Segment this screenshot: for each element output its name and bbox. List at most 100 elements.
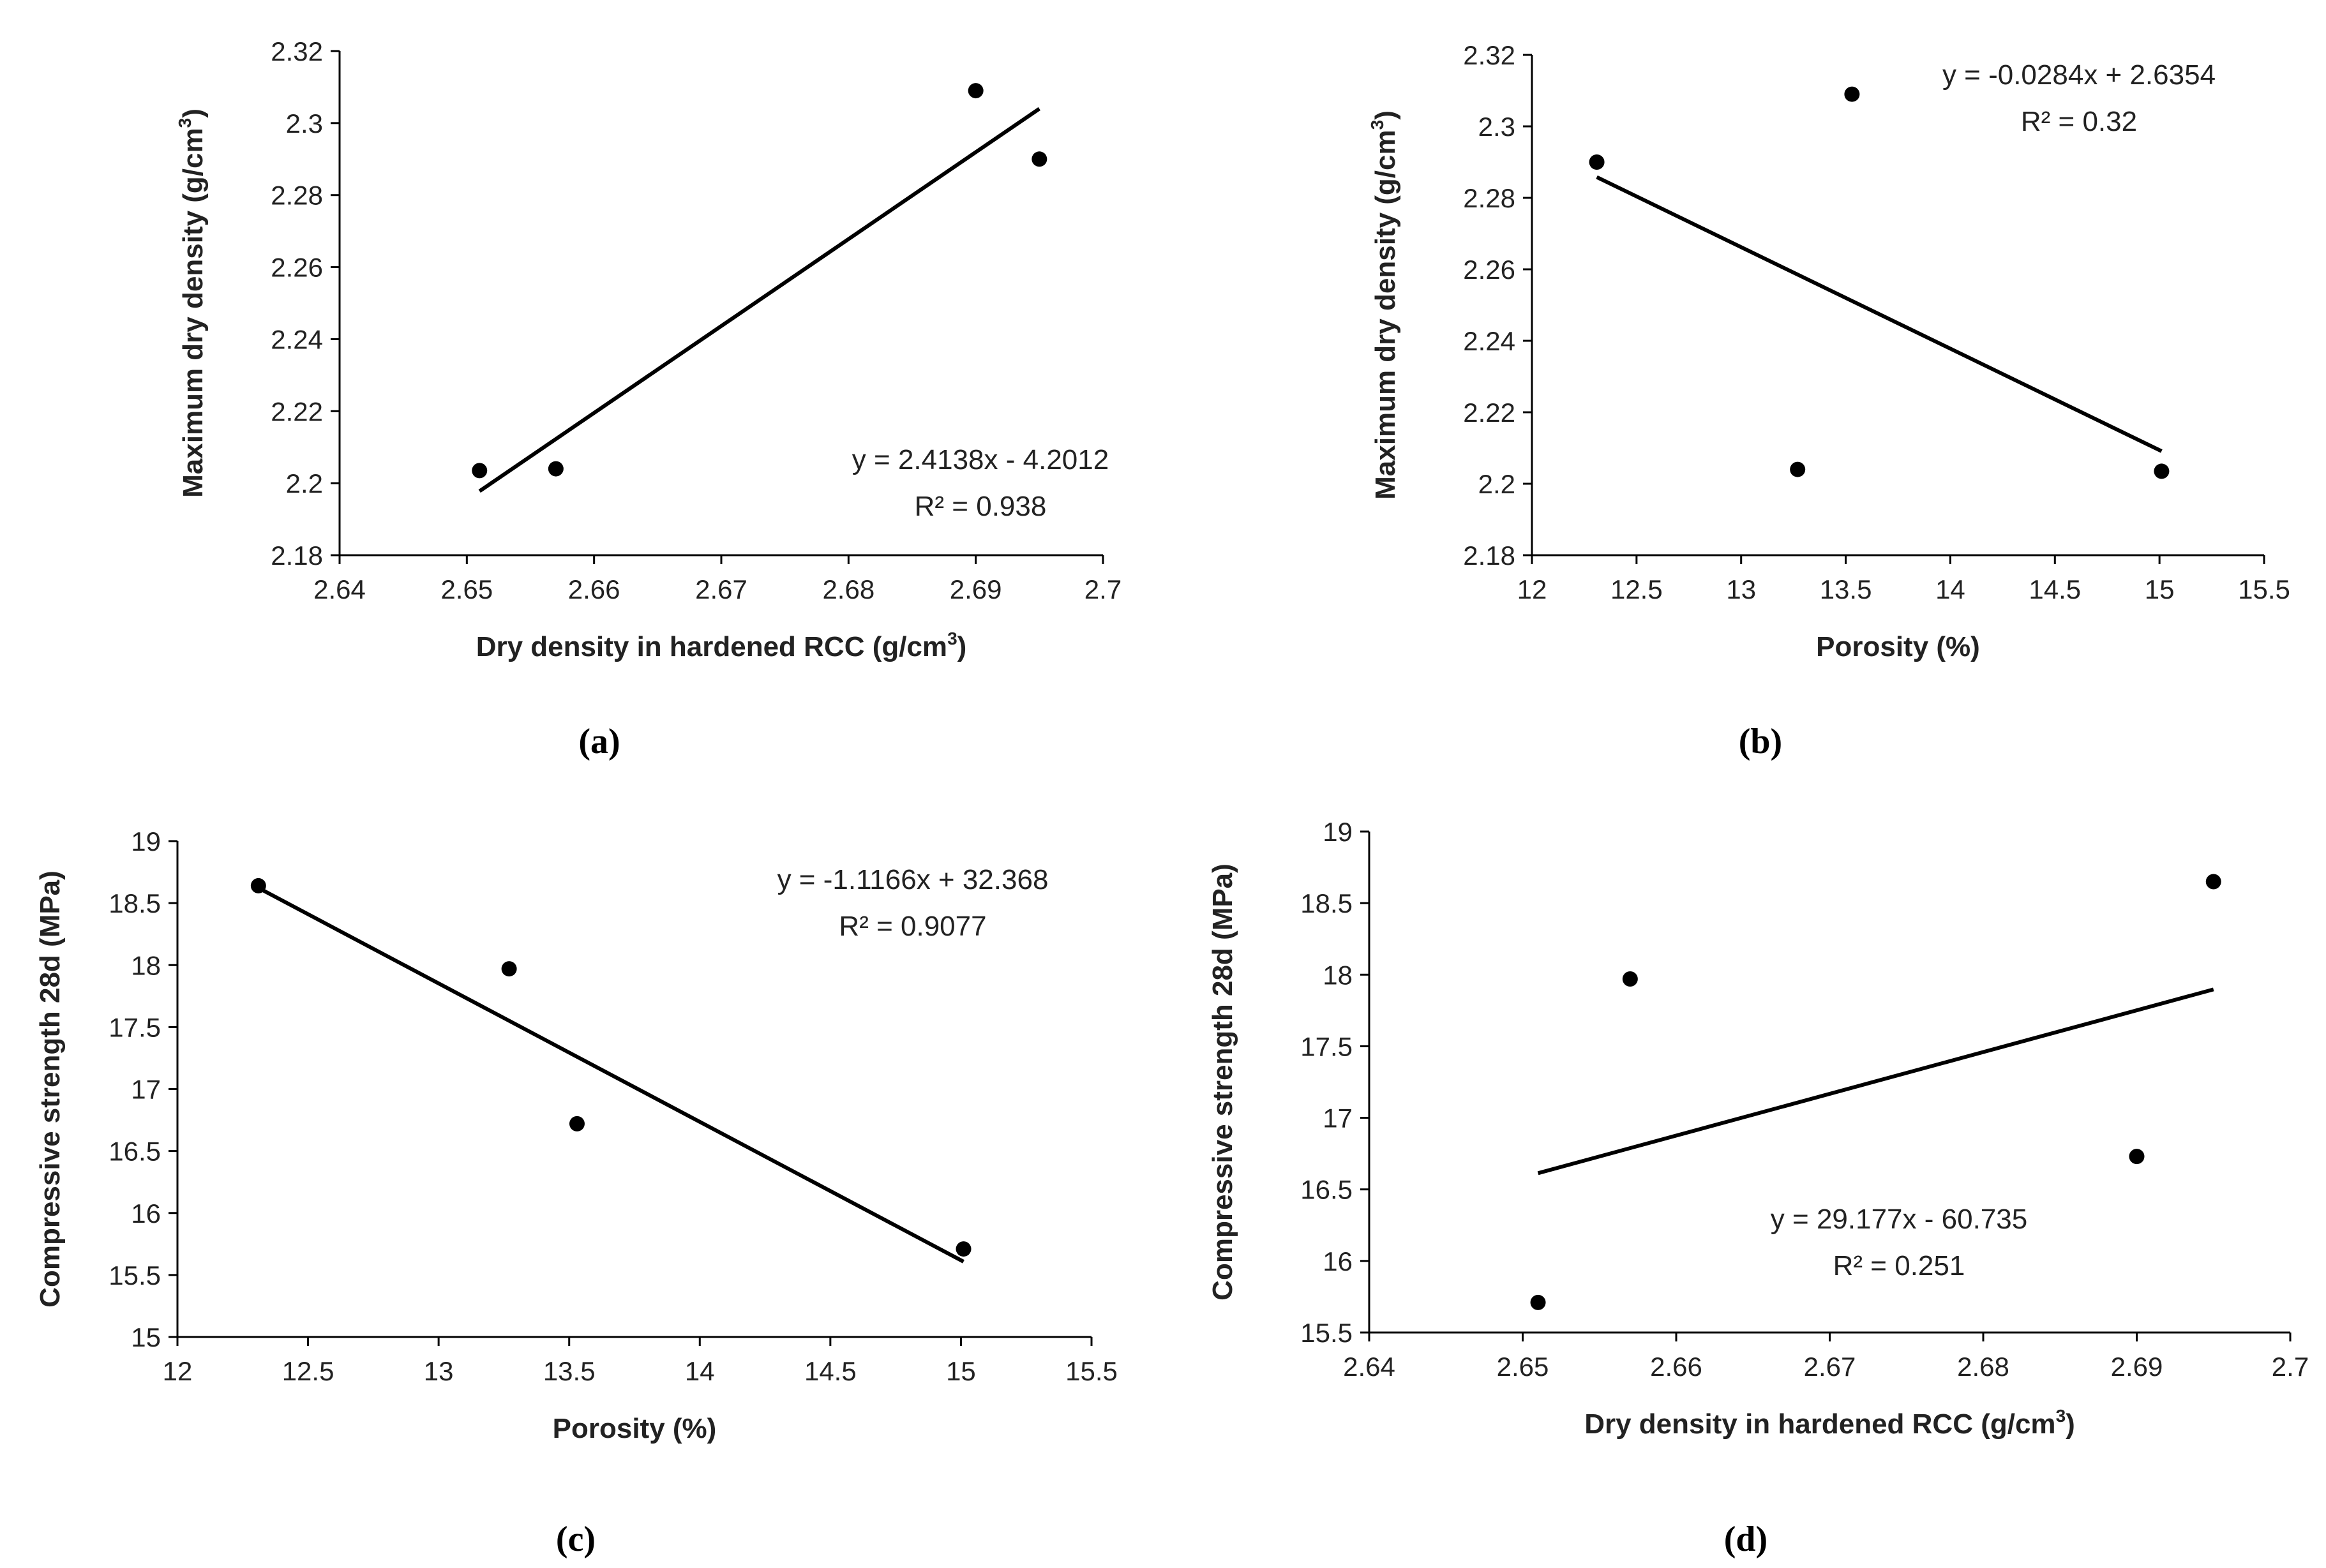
r-squared: R² = 0.9077 <box>839 911 986 942</box>
y-tick-label: 18 <box>1323 960 1353 990</box>
data-point <box>1530 1294 1546 1310</box>
y-tick-label: 2.3 <box>286 108 323 138</box>
x-tick-label: 2.69 <box>2111 1352 2163 1382</box>
y-axis-title: Maximum dry density (g/cm3) <box>175 108 209 498</box>
data-point <box>968 83 984 99</box>
panel-label: (d) <box>1724 1519 1767 1559</box>
y-tick-label: 15.5 <box>1300 1318 1353 1348</box>
y-tick-label: 2.18 <box>1463 541 1515 571</box>
x-tick-label: 2.67 <box>695 574 747 604</box>
y-tick-label: 2.2 <box>286 468 323 498</box>
x-tick-label: 15.5 <box>1065 1356 1118 1386</box>
y-axis-title-sup: 3 <box>1367 120 1387 130</box>
data-point <box>569 1116 585 1131</box>
x-axis-title-text: Porosity (%) <box>553 1413 717 1444</box>
trendline <box>257 886 964 1264</box>
y-tick-label: 17.5 <box>1300 1031 1353 1061</box>
y-axis-title-text: Maximum dry density (g/cm <box>177 128 209 497</box>
data-point <box>1844 86 1860 102</box>
data-point <box>1589 154 1605 170</box>
data-point <box>472 463 488 479</box>
x-tick-label: 2.66 <box>568 574 620 604</box>
x-axis-title-sup: 3 <box>2056 1406 2066 1426</box>
y-axis-title: Maximum dry density (g/cm3) <box>1367 110 1401 500</box>
y-tick-label: 2.18 <box>271 541 323 571</box>
x-tick-label: 2.65 <box>1497 1352 1549 1382</box>
chart-panel-3: 2.64 2.65 2.66 2.67 2.68 2.69 2.7 15.5 16 16.5 17 1… <box>1207 817 2309 1559</box>
trend-equation: y = -1.1166x + 32.368 <box>777 864 1049 895</box>
y-axis-title-tail: ) <box>177 108 209 118</box>
y-tick-label: 18.5 <box>1300 888 1353 918</box>
x-tick-label: 2.7 <box>2272 1352 2309 1382</box>
x-tick-label: 2.65 <box>440 574 493 604</box>
x-axis-title-text: Dry density in hardened RCC (g/cm <box>1584 1408 2055 1440</box>
data-point <box>2205 874 2221 890</box>
y-tick-label: 15 <box>131 1322 161 1352</box>
x-tick-label: 12 <box>1517 574 1547 604</box>
x-axis-title: Porosity (%) <box>1816 631 1980 662</box>
data-point <box>250 877 266 893</box>
x-tick-label: 2.64 <box>1343 1352 1395 1382</box>
y-tick-label: 2.24 <box>1463 326 1515 356</box>
x-tick-label: 13.5 <box>543 1356 596 1386</box>
y-tick-label: 17 <box>131 1075 161 1105</box>
chart-panel-0: 2.64 2.65 2.66 2.67 2.68 2.69 2.7 2.18 2.2 2.22 2.… <box>175 36 1122 761</box>
data-point <box>548 461 564 477</box>
x-axis-title-tail: ) <box>957 631 967 662</box>
y-tick-label: 2.22 <box>271 396 323 426</box>
x-axis-title-text: Dry density in hardened RCC (g/cm <box>476 631 947 662</box>
x-tick-label: 12.5 <box>1610 574 1663 604</box>
x-tick-label: 2.64 <box>313 574 366 604</box>
x-tick-label: 15 <box>2145 574 2175 604</box>
y-tick-label: 2.28 <box>271 181 323 211</box>
y-axis-title: Compressive strength 28d (MPa) <box>1207 863 1238 1301</box>
x-tick-label: 2.7 <box>1084 574 1122 604</box>
y-tick-label: 2.22 <box>1463 398 1515 428</box>
x-tick-label: 14.5 <box>804 1356 857 1386</box>
x-tick-label: 13.5 <box>1820 574 1872 604</box>
y-tick-label: 2.24 <box>271 324 323 354</box>
x-axis-title-text: Porosity (%) <box>1816 631 1980 662</box>
y-axis-title: Compressive strength 28d (MPa) <box>34 870 66 1308</box>
x-tick-label: 13 <box>1726 574 1756 604</box>
y-tick-label: 19 <box>131 826 161 856</box>
x-tick-label: 2.66 <box>1650 1352 1702 1382</box>
x-tick-label: 13 <box>424 1356 454 1386</box>
y-tick-label: 2.28 <box>1463 183 1515 213</box>
panel-label: (b) <box>1739 722 1782 761</box>
trendline <box>1596 175 2163 453</box>
data-point <box>2129 1149 2145 1165</box>
r-squared: R² = 0.32 <box>2021 106 2137 137</box>
x-tick-label: 2.68 <box>1957 1352 2009 1382</box>
y-axis-title-sup: 3 <box>175 118 195 128</box>
trendline <box>478 107 1041 493</box>
x-tick-label: 14 <box>1935 574 1965 604</box>
data-point <box>956 1241 972 1257</box>
r-squared: R² = 0.938 <box>915 491 1047 522</box>
data-point <box>501 961 517 977</box>
data-point <box>1790 461 1806 477</box>
y-tick-label: 15.5 <box>109 1260 161 1290</box>
x-axis-title-tail: ) <box>2066 1408 2075 1440</box>
r-squared: R² = 0.251 <box>1833 1250 1965 1281</box>
panel-label: (a) <box>578 722 620 761</box>
x-tick-label: 2.69 <box>950 574 1002 604</box>
y-tick-label: 17 <box>1323 1103 1353 1133</box>
y-tick-label: 18 <box>131 950 161 980</box>
x-tick-label: 2.67 <box>1804 1352 1856 1382</box>
chart-panel-2: 12 12.5 13 13.5 14 14.5 15 15.5 15 15.5 16 16.5 17 17… <box>34 826 1118 1559</box>
y-tick-label: 16 <box>1323 1246 1353 1276</box>
x-tick-label: 12 <box>163 1356 193 1386</box>
x-axis-title-sup: 3 <box>947 629 957 648</box>
y-tick-label: 18.5 <box>109 888 161 918</box>
y-tick-label: 19 <box>1323 817 1353 847</box>
y-tick-label: 2.26 <box>271 253 323 283</box>
x-tick-label: 14.5 <box>2029 574 2081 604</box>
y-tick-label: 16 <box>131 1198 161 1228</box>
y-tick-label: 2.2 <box>1478 469 1515 499</box>
data-point <box>1622 971 1638 987</box>
x-axis-title: Porosity (%) <box>553 1413 717 1444</box>
y-axis-title-text: Maximum dry density (g/cm <box>1370 130 1401 499</box>
x-tick-label: 14 <box>685 1356 715 1386</box>
